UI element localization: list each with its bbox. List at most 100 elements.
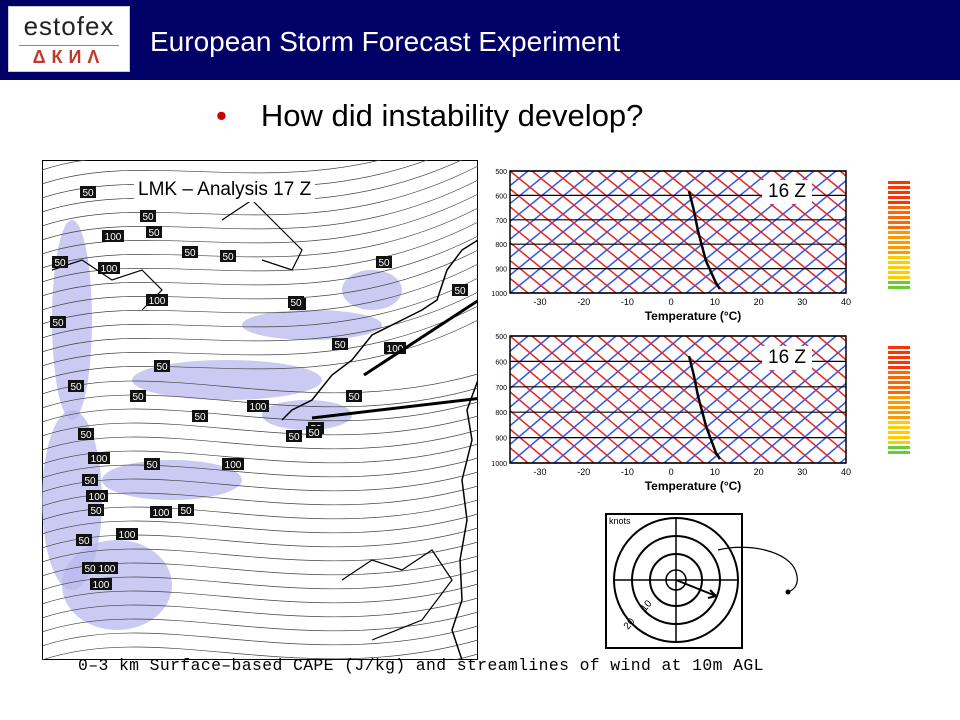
wind-profile-bar (888, 186, 910, 189)
bullet-dot-icon: • (216, 98, 227, 133)
cape-label: 50 (220, 250, 236, 263)
svg-text:100: 100 (149, 296, 166, 307)
cape-label: 50 (452, 284, 468, 297)
pressure-tick-label: 700 (495, 385, 507, 392)
wind-profile-bar (888, 181, 910, 184)
cape-label: 50 (130, 390, 146, 403)
page-title: European Storm Forecast Experiment (150, 26, 620, 57)
cape-label: 50 (192, 410, 208, 423)
cape-label: 100 (222, 458, 244, 471)
wind-profile-bar (888, 366, 910, 369)
pressure-tick-label: 600 (495, 359, 507, 366)
svg-text:50: 50 (290, 298, 302, 309)
cape-label: 50 (182, 246, 198, 259)
svg-text:50: 50 (84, 564, 96, 575)
hodograph-unit-label: knots (609, 516, 631, 526)
svg-text:50: 50 (80, 430, 92, 441)
temperature-profile (687, 190, 722, 290)
wind-profile-bar (888, 231, 910, 234)
svg-text:50: 50 (146, 460, 158, 471)
svg-text:50: 50 (156, 362, 168, 373)
wind-profile-bar (888, 271, 910, 274)
temp-tick-label: 0 (669, 467, 674, 477)
wind-profile-bar (888, 386, 910, 389)
svg-text:50: 50 (82, 188, 94, 199)
cape-label: 50 (50, 316, 66, 329)
temp-tick-label: 30 (797, 297, 807, 307)
cape-label: 50 (78, 428, 94, 441)
cape-streamline-map: 50 50 100 50 50 50 100 50 50 50 50 100 50 50 50 100 50 50… (42, 160, 478, 660)
svg-text:50: 50 (78, 536, 90, 547)
temp-tick-label: -20 (577, 467, 590, 477)
cape-label: 50 (140, 210, 156, 223)
wind-profile-bar (888, 191, 910, 194)
cape-label: 50 (82, 562, 98, 575)
cape-label: 50 (144, 458, 160, 471)
estofex-logo: estofex ΔКИΛ (8, 6, 130, 72)
cape-label: 100 (247, 400, 269, 413)
hodograph: knots 10 20 (600, 512, 810, 652)
temperature-axis-label: Temperature (°C) (645, 309, 742, 323)
cape-label: 100 (102, 230, 124, 243)
wind-profile-bar (888, 411, 910, 414)
svg-text:100: 100 (119, 530, 136, 541)
wind-profile-bar (888, 276, 910, 279)
temp-tick-label: 10 (710, 297, 720, 307)
cape-label: 50 (88, 504, 104, 517)
cape-label: 100 (86, 490, 108, 503)
temp-tick-label: -10 (621, 467, 634, 477)
logo-text: estofex (23, 11, 115, 41)
pointer-line-bottom (311, 396, 478, 420)
svg-text:50: 50 (348, 392, 360, 403)
temp-tick-label: -30 (533, 467, 546, 477)
cape-label: 50 (76, 534, 92, 547)
wind-profile-bar (888, 396, 910, 399)
wind-profile-bar (888, 256, 910, 259)
svg-text:50: 50 (132, 392, 144, 403)
bullet-text: How did instability develop? (260, 98, 644, 133)
wind-profile-bar (888, 266, 910, 269)
svg-text:100: 100 (101, 264, 118, 275)
temp-tick-label: 20 (754, 297, 764, 307)
svg-text:100: 100 (153, 508, 170, 519)
cape-label: 50 (146, 226, 162, 239)
svg-text:50: 50 (84, 476, 96, 487)
cape-label: 50 (154, 360, 170, 373)
svg-text:50: 50 (70, 382, 82, 393)
sounding-top-time-label: 16 Z (762, 180, 813, 204)
temperature-axis-label: Temperature (°C) (645, 479, 742, 493)
svg-text:100: 100 (225, 460, 242, 471)
wind-profile-bar (888, 251, 910, 254)
cape-label: 50 (52, 256, 68, 269)
cape-label: 100 (98, 262, 120, 275)
cape-label: 50 (306, 426, 322, 439)
pressure-tick-label: 900 (495, 267, 507, 274)
cape-label: 50 (346, 390, 362, 403)
wind-profile-bar (888, 381, 910, 384)
cape-label: 50 (82, 474, 98, 487)
wind-profile-bar (888, 216, 910, 219)
cape-label: 50 (376, 256, 392, 269)
pointer-line-top (363, 298, 478, 377)
svg-text:50: 50 (334, 340, 346, 351)
temp-tick-label: -30 (533, 297, 546, 307)
wind-profile-bar (888, 346, 910, 349)
pressure-tick-label: 1000 (491, 291, 507, 298)
svg-text:100: 100 (387, 344, 404, 355)
cape-label: 100 (88, 452, 110, 465)
map-analysis-label: LMK – Analysis 17 Z (134, 178, 316, 202)
temp-tick-label: -20 (577, 297, 590, 307)
cape-label: 100 (146, 294, 168, 307)
svg-text:50: 50 (90, 506, 102, 517)
temp-tick-label: 30 (797, 467, 807, 477)
wind-profile-bar (888, 356, 910, 359)
wind-profile-bar (888, 221, 910, 224)
cape-shading (42, 220, 402, 630)
cape-label: 50 (286, 430, 302, 443)
cape-label: 50 (178, 504, 194, 517)
pressure-tick-label: 600 (495, 193, 507, 200)
wind-profile-bar (888, 426, 910, 429)
temp-tick-label: 40 (841, 297, 851, 307)
wind-profile-bar (888, 431, 910, 434)
wind-profile-bar (888, 201, 910, 204)
